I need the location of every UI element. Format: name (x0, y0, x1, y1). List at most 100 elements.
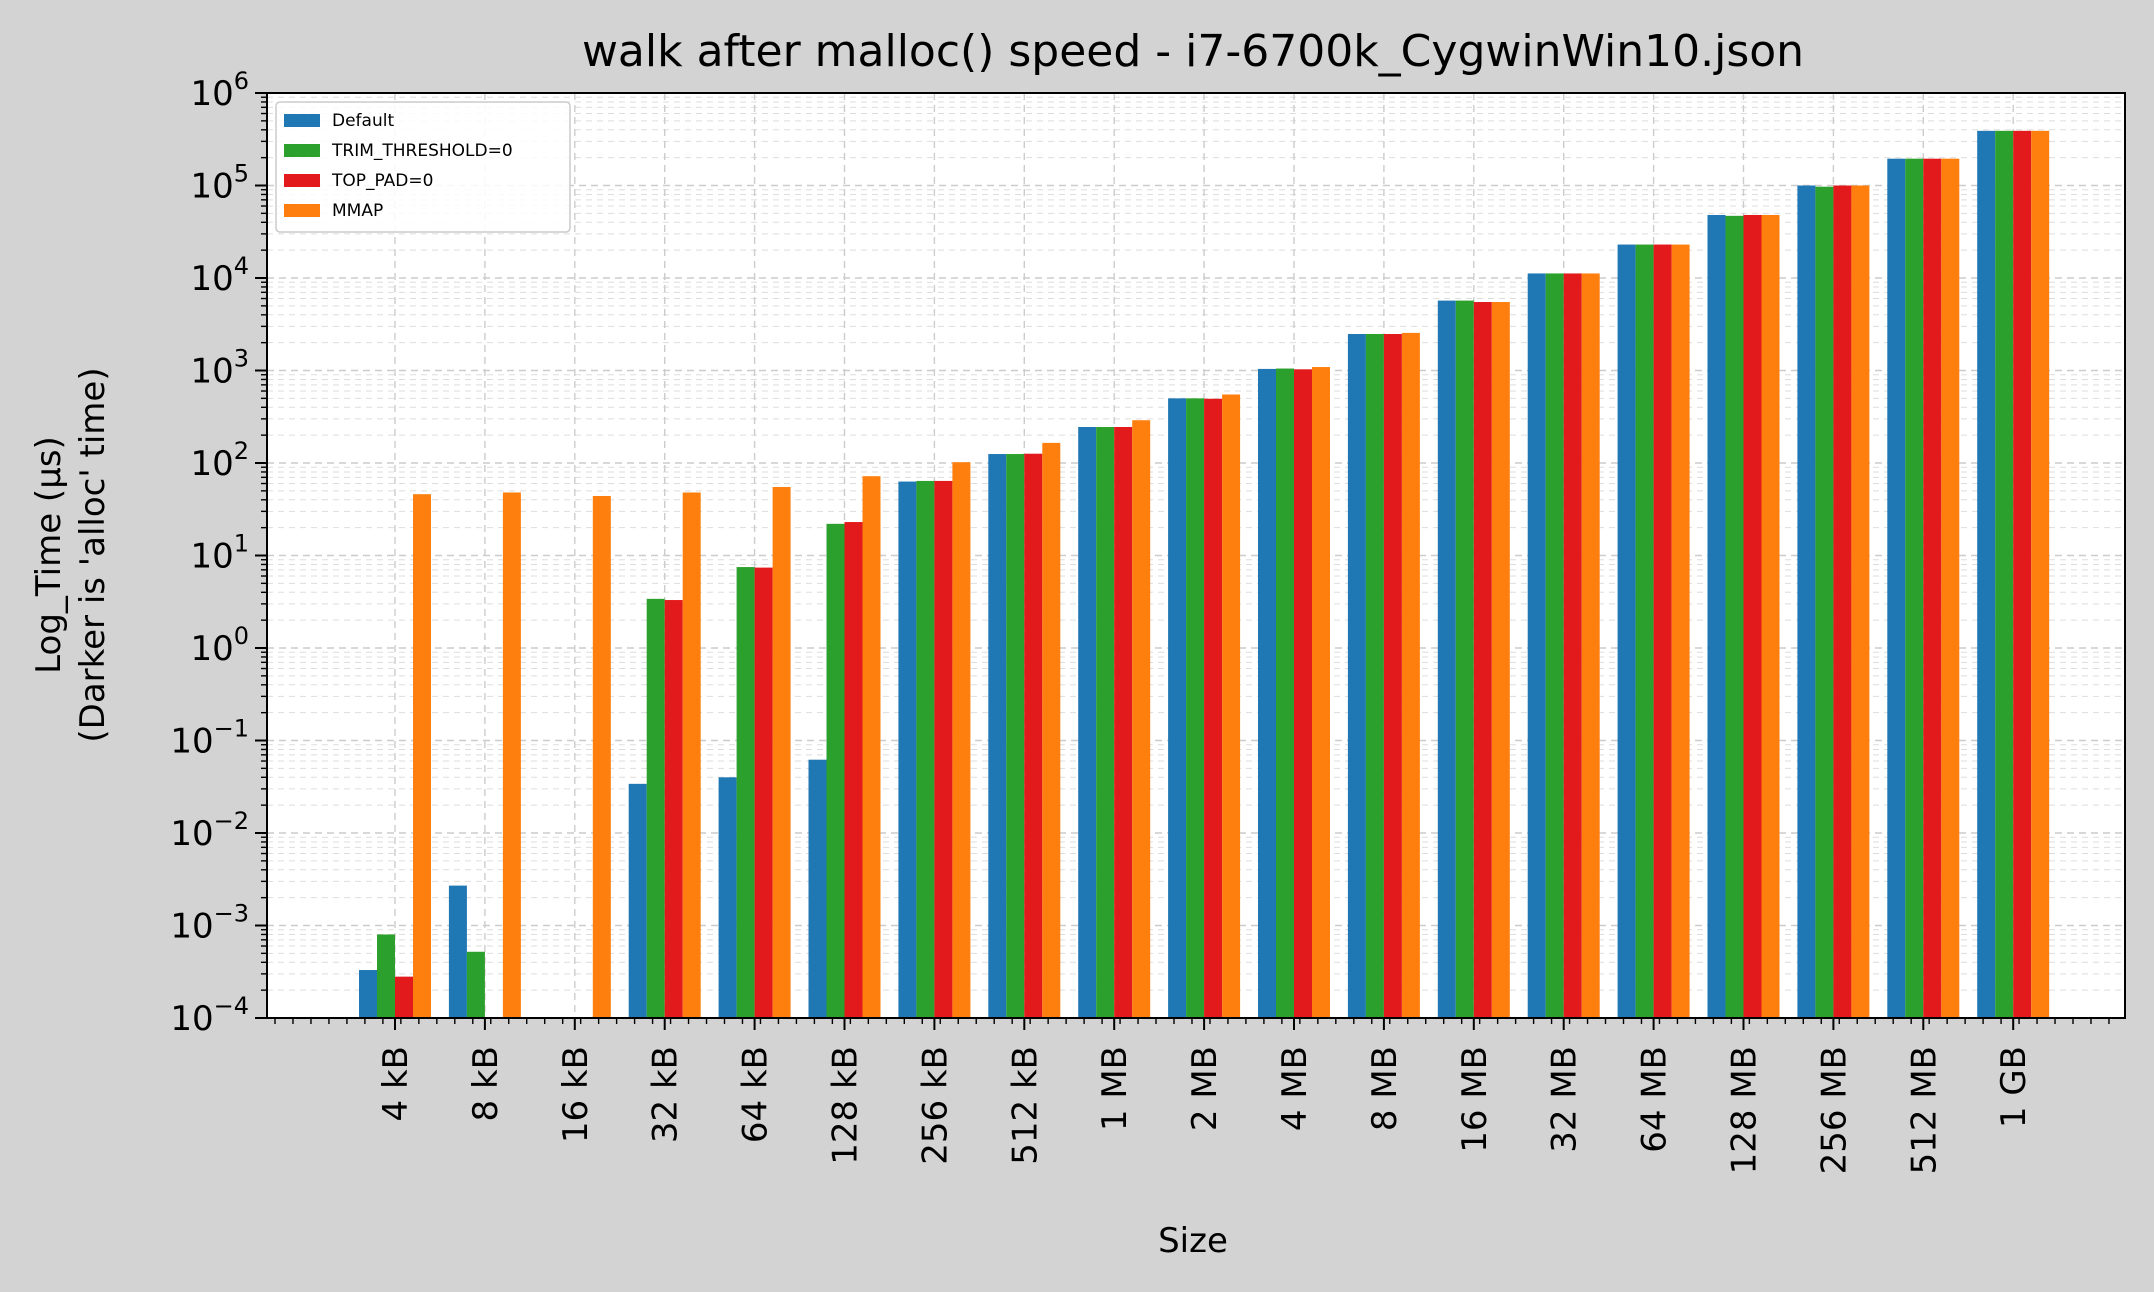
bar-default (1977, 130, 1996, 1018)
bar-default (988, 454, 1007, 1018)
x-tick-label: 16 kB (556, 1046, 596, 1143)
y-tick-label: 103 (190, 345, 249, 392)
bar-top-pad-0 (1383, 334, 1402, 1019)
y-tick-label: 10−1 (170, 715, 249, 762)
bar-default (808, 759, 827, 1018)
x-tick-label: 1 MB (1095, 1046, 1135, 1131)
bar-top-pad-0 (844, 522, 863, 1018)
y-tick-label: 10−4 (170, 992, 249, 1039)
bar-trim-threshold-0 (736, 567, 755, 1018)
bar-trim-threshold-0 (1905, 158, 1924, 1018)
bar-trim-threshold-0 (916, 480, 935, 1018)
bar-default (1527, 273, 1546, 1018)
y-axis: 10−4 10−3 10−2 10−1 100 101 102 103 104 105 106 (170, 67, 267, 1039)
legend-label: TRIM_THRESHOLD=0 (331, 141, 513, 161)
bar-trim-threshold-0 (646, 598, 665, 1018)
bar-top-pad-0 (1743, 214, 1762, 1019)
bar-mmap (1581, 273, 1600, 1018)
bar-trim-threshold-0 (1545, 273, 1564, 1018)
x-tick-label: 8 MB (1365, 1046, 1405, 1131)
bar-top-pad-0 (1204, 398, 1223, 1018)
bar-trim-threshold-0 (1276, 368, 1294, 1018)
bar-trim-threshold-0 (1815, 186, 1834, 1018)
bar-top-pad-0 (1833, 185, 1852, 1018)
bar-default (1797, 185, 1816, 1018)
bar-trim-threshold-0 (1455, 300, 1474, 1019)
bar-mmap (772, 487, 791, 1018)
y-tick-label: 104 (190, 252, 249, 299)
bar-default (359, 970, 377, 1018)
x-tick-label: 32 kB (646, 1046, 686, 1143)
y-tick-label: 10−3 (170, 900, 249, 947)
bar-trim-threshold-0 (1725, 215, 1744, 1019)
y-tick-label: 100 (190, 622, 249, 669)
bar-top-pad-0 (754, 567, 773, 1018)
x-tick-label: 16 MB (1455, 1046, 1495, 1153)
legend-swatch (284, 144, 320, 157)
x-axis-label: Size (1158, 1221, 1228, 1261)
x-axis: 4 kB 8 kB 16 kB 32 kB 64 kB 128 kB 256 kB 512 k… (274, 1018, 2110, 1174)
x-tick-label: 512 MB (1904, 1046, 1944, 1174)
x-tick-label: 256 kB (915, 1046, 955, 1165)
bar-mmap (1941, 158, 1960, 1018)
bar-default (1707, 214, 1726, 1019)
x-tick-label: 64 kB (736, 1046, 776, 1143)
bar-mmap (1491, 302, 1510, 1018)
bar-default (1347, 334, 1366, 1019)
bar-default (448, 885, 467, 1018)
y-tick-label: 102 (190, 437, 249, 484)
bar-mmap (1042, 442, 1061, 1019)
bar-default (1078, 427, 1097, 1018)
bar-trim-threshold-0 (466, 951, 485, 1018)
legend-box (275, 101, 571, 233)
bar-default (1168, 398, 1187, 1018)
bar-mmap (1761, 214, 1780, 1019)
bar-default (718, 777, 737, 1018)
legend: Default TRIM_THRESHOLD=0 TOP_PAD=0 MMAP (275, 101, 571, 233)
bar-default (628, 783, 647, 1018)
x-tick-label: 512 kB (1005, 1046, 1045, 1165)
bar-default (1437, 300, 1456, 1019)
y-axis-label-line-1: Log_Time (µs) (29, 436, 69, 674)
legend-label: MMAP (332, 201, 383, 221)
x-tick-label: 128 MB (1725, 1046, 1765, 1174)
legend-swatch (284, 114, 320, 127)
bar-mmap (1132, 420, 1151, 1019)
bar-trim-threshold-0 (377, 934, 395, 1018)
bar-mmap (862, 476, 881, 1018)
y-tick-label: 10−2 (170, 807, 249, 854)
bar-trim-threshold-0 (1365, 334, 1384, 1019)
bar-mmap (2031, 130, 2050, 1018)
x-tick-label: 256 MB (1814, 1046, 1854, 1174)
y-tick-label: 101 (190, 530, 249, 577)
bar-default (1887, 158, 1906, 1018)
bar-top-pad-0 (1294, 369, 1312, 1018)
y-tick-label: 106 (190, 67, 249, 114)
bar-mmap (502, 492, 521, 1018)
bar-trim-threshold-0 (1635, 244, 1654, 1019)
y-axis-label-line-2: (Darker is 'alloc' time) (73, 367, 113, 742)
x-tick-label: 4 MB (1275, 1046, 1315, 1131)
bar-top-pad-0 (1024, 453, 1043, 1019)
bar-default (898, 481, 917, 1018)
x-tick-label: 8 kB (466, 1046, 506, 1121)
legend-swatch (284, 174, 320, 187)
bar-top-pad-0 (1653, 244, 1672, 1019)
bar-mmap (592, 495, 611, 1019)
bar-mmap (1851, 185, 1870, 1018)
legend-label: TOP_PAD=0 (331, 171, 433, 191)
bar-mmap (1671, 244, 1690, 1019)
bars (359, 130, 2050, 1019)
y-tick-label: 105 (190, 160, 249, 207)
bar-mmap (1401, 332, 1420, 1018)
x-tick-label: 64 MB (1635, 1046, 1675, 1153)
bar-trim-threshold-0 (1006, 454, 1025, 1018)
bar-default (1258, 368, 1276, 1018)
legend-swatch (284, 204, 320, 217)
x-tick-label: 1 GB (1994, 1046, 2034, 1128)
legend-label: Default (332, 111, 394, 131)
bar-trim-threshold-0 (1995, 130, 2014, 1018)
chart-title: walk after malloc() speed - i7-6700k_Cyg… (582, 26, 1804, 77)
x-tick-label: 4 kB (376, 1046, 416, 1121)
